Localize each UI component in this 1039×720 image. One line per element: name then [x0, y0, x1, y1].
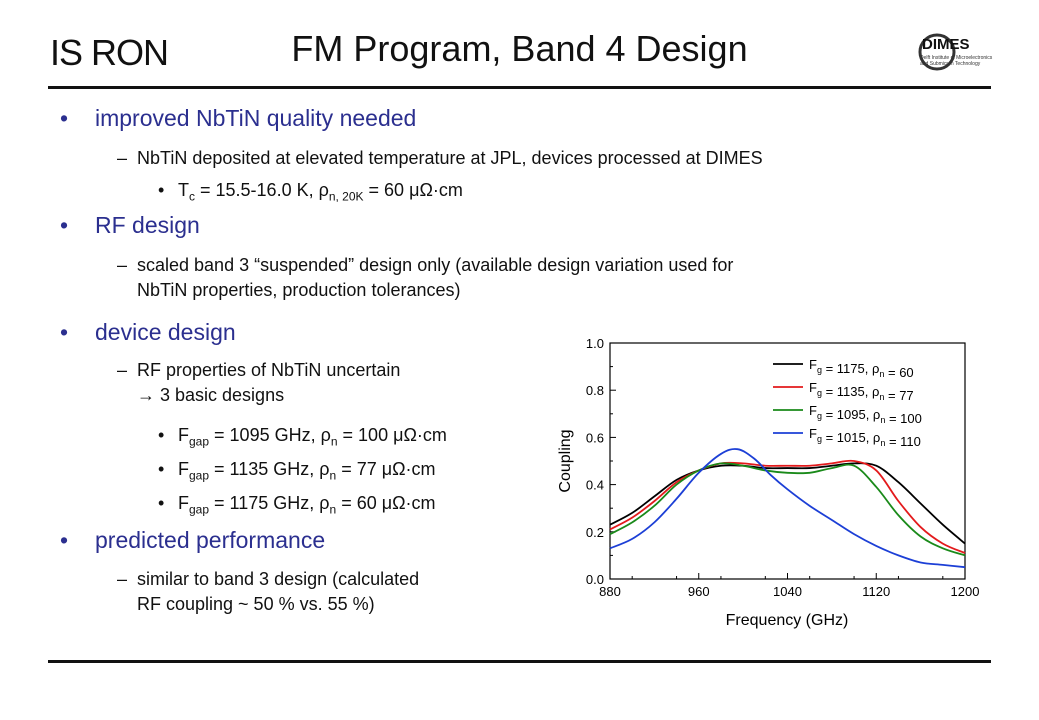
tc-value: = 15.5-16.0 K, ρ: [195, 180, 329, 200]
dimes-logo: DIMES Delft Institute of Microelectronic…: [915, 32, 1015, 72]
dimes-logo-text: DIMES: [922, 36, 970, 53]
sub-dash: –: [117, 360, 128, 380]
y-tick-label: 0.4: [586, 478, 604, 493]
bullet-text: improved NbTiN quality needed: [95, 105, 417, 131]
fgap-sub: gap: [189, 434, 210, 449]
fgap-value: = 1175 GHz, ρ: [209, 493, 330, 513]
bullet-dot: •: [158, 493, 165, 513]
tc-sub: c: [189, 189, 195, 204]
dimes-logo-line2: and Submicron Technology: [920, 61, 981, 67]
bullet-dot: •: [60, 212, 69, 238]
dimes-logo-ring: [918, 33, 956, 71]
sub-text-line2: → 3 basic designs: [137, 385, 285, 405]
dimes-logo-line1: Delft Institute of Microelectronics: [920, 55, 993, 61]
sub-text-line1: RF properties of NbTiN uncertain: [137, 360, 401, 380]
sub-scaled-band3: – scaled band 3 “suspended” design only …: [117, 253, 734, 303]
sron-logo: IS RON: [50, 32, 169, 73]
sub-text: NbTiN deposited at elevated temperature …: [137, 148, 763, 168]
page-title: FM Program, Band 4 Design: [291, 28, 748, 69]
bullet-device-design: • device design: [60, 319, 236, 346]
footer-rule: [48, 660, 991, 663]
sub-dash: –: [117, 255, 128, 275]
series-line-2: [609, 462, 966, 557]
sub-text-line2: NbTiN properties, production tolerances): [137, 280, 461, 300]
series-line-0: [609, 462, 966, 545]
sub-similar-band3: – similar to band 3 design (calculated R…: [117, 567, 420, 617]
y-tick-label: 1.0: [586, 336, 604, 351]
sub-text-line2: RF coupling ~ 50 % vs. 55 %): [137, 594, 375, 614]
rho-sub: n: [329, 502, 337, 517]
fgap-label: F: [178, 459, 189, 479]
x-tick-label: 960: [688, 584, 710, 599]
sub-rf-properties: – RF properties of NbTiN uncertain → 3 b…: [117, 358, 401, 408]
sub-dash: –: [117, 148, 128, 168]
bullet-text: predicted performance: [95, 527, 326, 553]
sub-text-line1: similar to band 3 design (calculated: [137, 569, 420, 589]
subsub-design-1135: • Fgap = 1135 GHz, ρn = 77 μΩ·cm: [158, 459, 436, 483]
rho-value: = 77 μΩ·cm: [336, 459, 436, 479]
x-tick-label: 880: [599, 584, 621, 599]
sub-text-line1: scaled band 3 “suspended” design only (a…: [137, 255, 734, 275]
bullet-dot: •: [60, 319, 69, 345]
x-tick-label: 1200: [951, 584, 980, 599]
bullet-predicted-performance: • predicted performance: [60, 527, 326, 554]
coupling-chart: 880 960 1040 1120 1200 0.0 0.2 0.4 0.6 0.8 1.0 Fg …: [557, 336, 980, 629]
series-line-1: [609, 459, 966, 554]
legend-label: Fg = 1135, ρn = 77: [809, 380, 914, 403]
subsub-tc: • Tc = 15.5-16.0 K, ρn, 20K = 60 μΩ·cm: [158, 180, 463, 204]
x-axis-title: Frequency (GHz): [726, 612, 849, 629]
y-tick-label: 0.0: [586, 572, 604, 587]
subsub-design-1095: • Fgap = 1095 GHz, ρn = 100 μΩ·cm: [158, 425, 447, 449]
fgap-sub: gap: [189, 502, 210, 517]
rho-sub: n: [330, 434, 338, 449]
rho-sub: n: [329, 468, 337, 483]
tc-label: T: [178, 180, 189, 200]
rho-value: = 60 μΩ·cm: [363, 180, 463, 200]
rho-value: = 60 μΩ·cm: [336, 493, 436, 513]
sub-nbtin-deposited: – NbTiN deposited at elevated temperatur…: [117, 146, 763, 171]
bullet-improved-nbtin: • improved NbTiN quality needed: [60, 105, 417, 132]
rho-value: = 100 μΩ·cm: [337, 425, 447, 445]
bullet-dot: •: [158, 425, 165, 445]
fgap-sub: gap: [189, 468, 210, 483]
fgap-label: F: [178, 425, 189, 445]
fgap-value: = 1135 GHz, ρ: [209, 459, 330, 479]
bullet-dot: •: [60, 527, 69, 553]
y-tick-label: 0.6: [586, 430, 604, 445]
header-rule: [48, 86, 991, 89]
subsub-design-1175: • Fgap = 1175 GHz, ρn = 60 μΩ·cm: [158, 493, 436, 517]
bullet-dot: •: [158, 459, 165, 479]
x-tick-label: 1120: [862, 584, 890, 599]
sub-dash: –: [117, 569, 128, 589]
rho-sub: n, 20K: [328, 189, 364, 204]
bullet-dot: •: [158, 180, 165, 200]
x-tick-label: 1040: [773, 584, 802, 599]
legend-label: Fg = 1095, ρn = 100: [809, 403, 922, 426]
series-line-3: [609, 448, 966, 569]
fgap-value: = 1095 GHz, ρ: [209, 425, 331, 445]
legend-label: Fg = 1015, ρn = 110: [809, 426, 921, 449]
bullet-text: device design: [95, 319, 236, 345]
legend-label: Fg = 1175, ρn = 60: [809, 357, 914, 380]
y-tick-label: 0.8: [586, 383, 604, 398]
bullet-text: RF design: [95, 212, 200, 238]
y-tick-label: 0.2: [586, 525, 604, 540]
bullet-dot: •: [60, 105, 69, 131]
fgap-label: F: [178, 493, 189, 513]
bullet-rf-design: • RF design: [60, 212, 200, 239]
y-axis-title: Coupling: [557, 429, 574, 492]
